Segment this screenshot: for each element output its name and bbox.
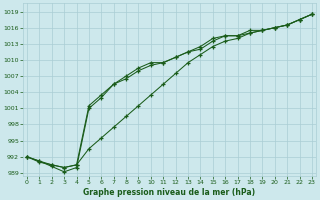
X-axis label: Graphe pression niveau de la mer (hPa): Graphe pression niveau de la mer (hPa) [84, 188, 256, 197]
